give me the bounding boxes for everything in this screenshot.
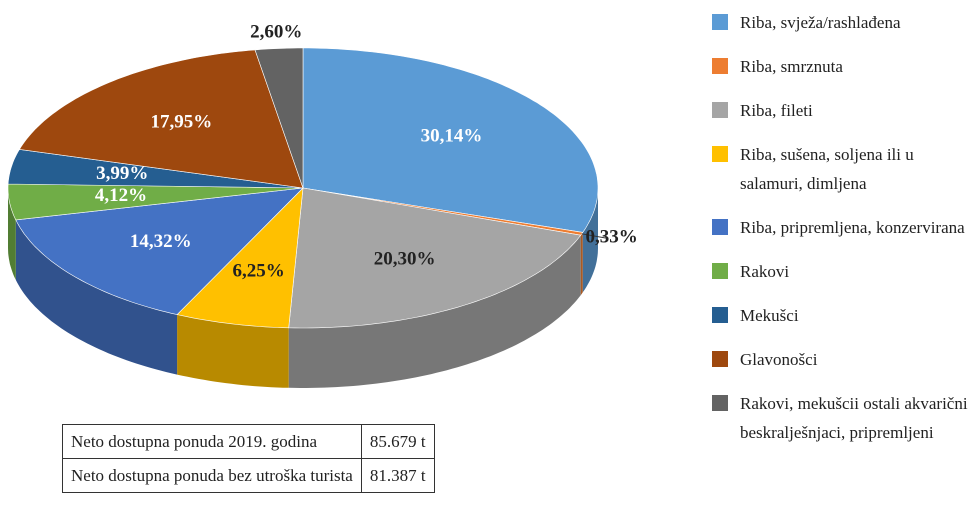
legend-item: Riba, pripremljena, konzervirana bbox=[712, 213, 974, 242]
pie-side bbox=[288, 235, 581, 388]
pie-slice bbox=[288, 187, 582, 329]
table-cell: Neto dostupna ponuda 2019. godina bbox=[62, 424, 362, 459]
pie-side bbox=[8, 188, 16, 280]
legend-item: Rakovi bbox=[712, 257, 974, 286]
data-label: 20,30% bbox=[374, 249, 436, 270]
legend-swatch bbox=[712, 219, 728, 235]
legend-swatch bbox=[712, 146, 728, 162]
legend-swatch bbox=[712, 263, 728, 279]
pie-side bbox=[15, 219, 178, 375]
data-label: 2,60% bbox=[250, 21, 302, 42]
pie-side bbox=[177, 314, 289, 388]
legend-label: Riba, pripremljena, konzervirana bbox=[740, 218, 965, 237]
legend-item: Riba, svježa/rashlađena bbox=[712, 8, 974, 37]
pie-slice bbox=[15, 187, 304, 315]
legend-swatch bbox=[712, 14, 728, 30]
legend-item: Glavonošci bbox=[712, 345, 974, 374]
legend-item: Rakovi, mekušcii ostali akvarični beskra… bbox=[712, 389, 974, 447]
legend-item: Riba, fileti bbox=[712, 96, 974, 125]
pie-side bbox=[580, 232, 583, 296]
pie-slice bbox=[254, 47, 304, 189]
legend-label: Rakovi, mekušcii ostali akvarični beskra… bbox=[740, 394, 968, 442]
legend-swatch bbox=[712, 102, 728, 118]
data-label: 14,32% bbox=[130, 231, 192, 252]
legend-swatch bbox=[712, 58, 728, 74]
pie-side bbox=[582, 188, 598, 293]
legend-item: Riba, sušena, soljena ili u salamuri, di… bbox=[712, 140, 974, 198]
pie-slice bbox=[176, 187, 304, 329]
pie-slice bbox=[302, 47, 599, 233]
legend: Riba, svježa/rashlađena Riba, smrznuta Rib… bbox=[712, 8, 974, 462]
legend-swatch bbox=[712, 351, 728, 367]
legend-label: Mekušci bbox=[740, 306, 799, 325]
data-label: 17,95% bbox=[151, 112, 213, 133]
legend-item: Riba, smrznuta bbox=[712, 52, 974, 81]
summary-table: Neto dostupna ponuda 2019. godina 85.679 … bbox=[62, 424, 435, 493]
legend-label: Riba, sušena, soljena ili u salamuri, di… bbox=[740, 145, 914, 193]
leader-line bbox=[581, 233, 608, 239]
data-label: 3,99% bbox=[96, 163, 148, 184]
pie-slice bbox=[7, 149, 304, 189]
pie-slice bbox=[19, 49, 304, 189]
chart: 30,14% 0,33% 20,30% 6,25% 14,32% 4,12%3,99% 17… bbox=[7, 21, 638, 388]
table-cell: 81.387 t bbox=[360, 458, 435, 493]
legend-swatch bbox=[712, 395, 728, 411]
data-label: 0,33% bbox=[586, 227, 638, 248]
table-cell: Neto dostupna ponuda bez utroška turista bbox=[62, 458, 362, 493]
legend-label: Rakovi bbox=[740, 262, 790, 281]
pie-slice bbox=[7, 183, 304, 221]
legend-label: Riba, fileti bbox=[740, 101, 813, 120]
legend-swatch bbox=[712, 307, 728, 323]
data-label: 30,14% bbox=[421, 126, 483, 147]
table-row: Neto dostupna ponuda bez utroška turista… bbox=[62, 458, 435, 493]
legend-item: Mekušci bbox=[712, 301, 974, 330]
data-label: 6,25% bbox=[233, 261, 285, 282]
legend-label: Riba, smrznuta bbox=[740, 57, 843, 76]
table-cell: 85.679 t bbox=[360, 424, 435, 459]
legend-label: Glavonošci bbox=[740, 350, 818, 369]
legend-label: Riba, svježa/rashlađena bbox=[740, 13, 901, 32]
table-row: Neto dostupna ponuda 2019. godina 85.679 … bbox=[62, 424, 435, 459]
data-label: 4,12% bbox=[95, 185, 147, 206]
